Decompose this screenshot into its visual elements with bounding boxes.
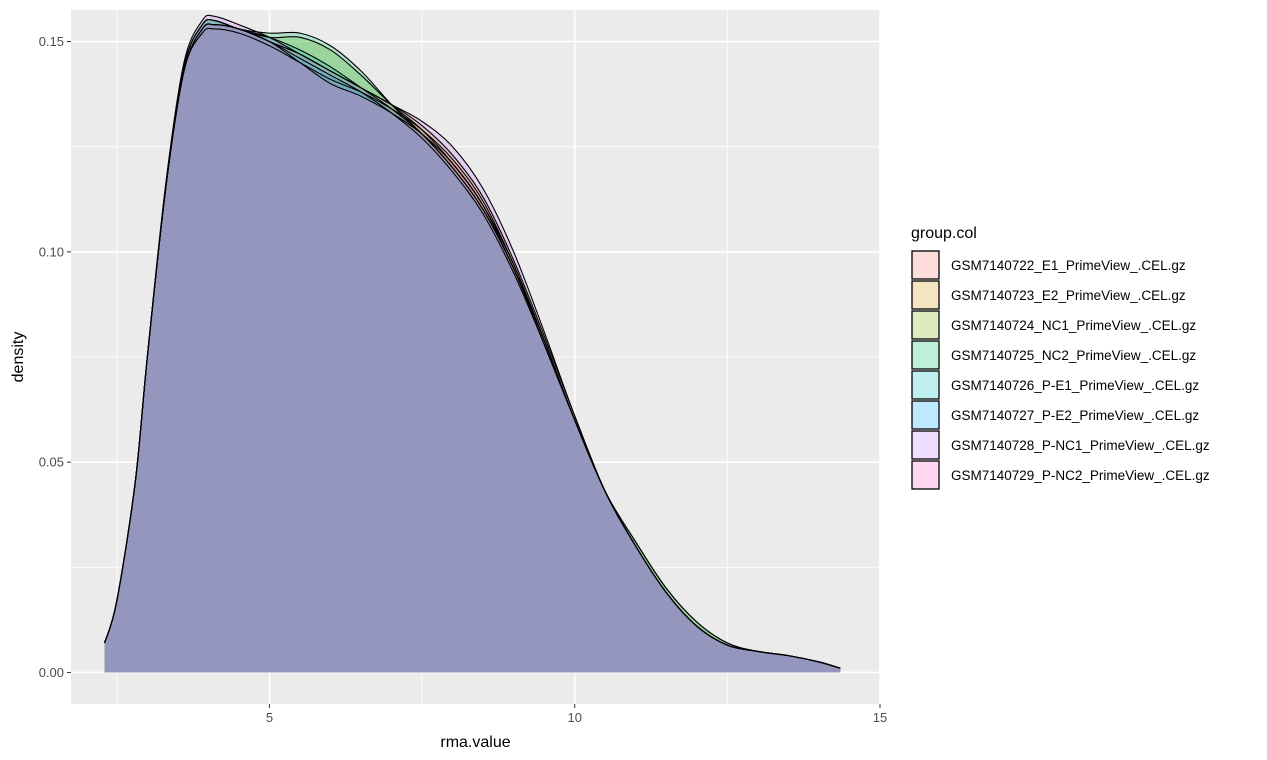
- legend-item: GSM7140722_E1_PrimeView_.CEL.gz: [911, 250, 1186, 280]
- density-area-7: [104, 15, 841, 673]
- legend-label: GSM7140729_P-NC2_PrimeView_.CEL.gz: [951, 468, 1210, 483]
- legend-key-bg: [911, 400, 940, 430]
- x-axis-title: rma.value: [440, 734, 510, 751]
- legend-label: GSM7140722_E1_PrimeView_.CEL.gz: [951, 258, 1186, 273]
- legend-item: GSM7140728_P-NC1_PrimeView_.CEL.gz: [911, 430, 1210, 460]
- legend-item: GSM7140727_P-E2_PrimeView_.CEL.gz: [911, 400, 1199, 430]
- y-tick-label: 0.15: [39, 34, 64, 49]
- legend-key: [911, 430, 940, 460]
- density-lines: [104, 14, 841, 669]
- density-area-5: [104, 19, 841, 673]
- y-axis: 0.00 0.05 0.10 0.15: [39, 34, 71, 680]
- y-tick-label: 0.05: [39, 455, 64, 470]
- legend-key: [911, 310, 940, 340]
- y-tick-label: 0.00: [39, 665, 64, 680]
- legend-key-bg: [911, 250, 940, 280]
- legend-label: GSM7140724_NC1_PrimeView_.CEL.gz: [951, 318, 1196, 333]
- density-area-8: [104, 23, 841, 673]
- density-area-1: [104, 28, 841, 673]
- y-axis-title: density: [10, 332, 27, 383]
- legend-item: GSM7140725_NC2_PrimeView_.CEL.gz: [911, 340, 1196, 370]
- legend-item: GSM7140729_P-NC2_PrimeView_.CEL.gz: [911, 460, 1210, 490]
- density-line-8: [104, 23, 841, 669]
- density-area-6: [104, 23, 841, 673]
- legend-key: [911, 400, 940, 430]
- x-tick-label: 5: [266, 710, 273, 725]
- major-gridlines: [71, 10, 881, 704]
- legend-items: GSM7140722_E1_PrimeView_.CEL.gz GSM714072…: [911, 250, 1210, 490]
- legend-key-bg: [911, 280, 940, 310]
- legend-item: GSM7140723_E2_PrimeView_.CEL.gz: [911, 280, 1186, 310]
- legend-key-bg: [911, 310, 940, 340]
- legend-key-bg: [911, 460, 940, 490]
- density-area-3: [104, 19, 841, 673]
- x-tick-label: 15: [873, 710, 887, 725]
- density-areas: [104, 15, 841, 673]
- legend-key-bg: [911, 340, 940, 370]
- legend-key-bg: [911, 430, 940, 460]
- legend: group.col GSM7140722_E1_PrimeView_.CEL.g…: [911, 225, 1210, 490]
- legend-key: [911, 460, 940, 490]
- legend-label: GSM7140728_P-NC1_PrimeView_.CEL.gz: [951, 438, 1210, 453]
- legend-key: [911, 280, 940, 310]
- legend-label: GSM7140727_P-E2_PrimeView_.CEL.gz: [951, 408, 1199, 423]
- x-tick-label: 10: [567, 710, 581, 725]
- legend-key: [911, 340, 940, 370]
- legend-key: [911, 370, 940, 400]
- legend-label: GSM7140725_NC2_PrimeView_.CEL.gz: [951, 348, 1196, 363]
- legend-key: [911, 250, 940, 280]
- x-axis: 5 10 15: [266, 704, 887, 725]
- y-tick-label: 0.10: [39, 244, 64, 259]
- density-area-4: [104, 19, 841, 673]
- legend-item: GSM7140726_P-E1_PrimeView_.CEL.gz: [911, 370, 1199, 400]
- legend-item: GSM7140724_NC1_PrimeView_.CEL.gz: [911, 310, 1196, 340]
- density-area-2: [104, 23, 841, 673]
- legend-label: GSM7140726_P-E1_PrimeView_.CEL.gz: [951, 378, 1199, 393]
- legend-label: GSM7140723_E2_PrimeView_.CEL.gz: [951, 288, 1186, 303]
- legend-title: group.col: [911, 225, 977, 242]
- legend-key-bg: [911, 370, 940, 400]
